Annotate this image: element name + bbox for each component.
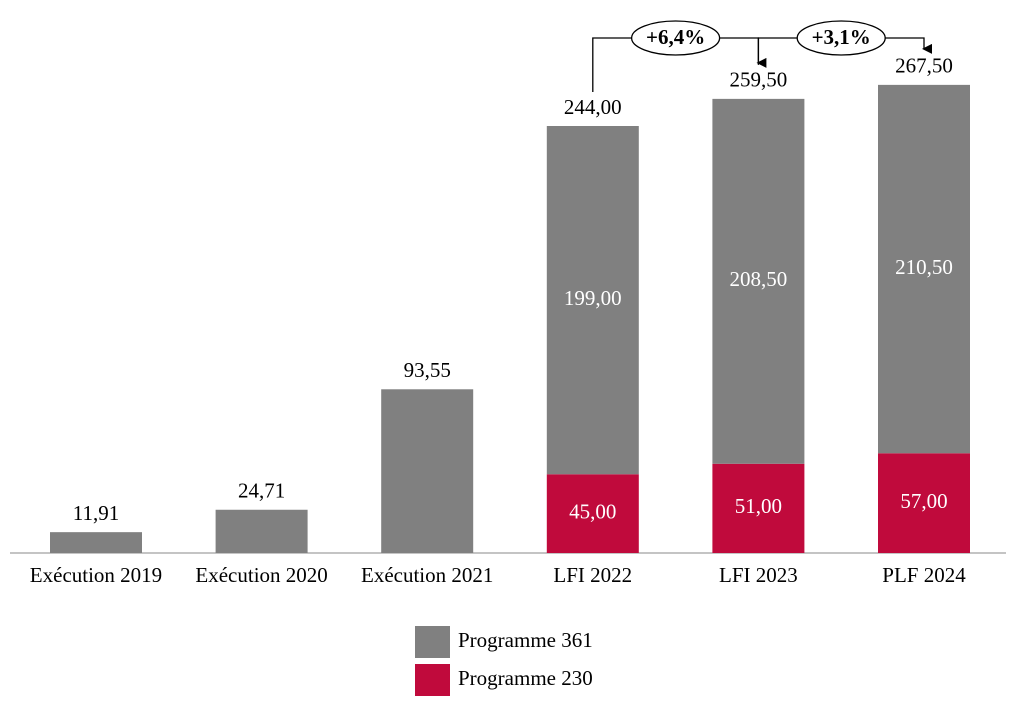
bar-segment	[381, 389, 474, 553]
annotation-bubble	[630, 20, 721, 56]
bar-segment	[712, 98, 805, 464]
x-tick-label: Exécution 2019	[30, 563, 162, 587]
total-label: 244,00	[564, 95, 622, 119]
bar-segment	[546, 474, 639, 553]
value-label: 57,00	[900, 489, 947, 513]
annotation-bubble	[796, 20, 886, 56]
total-label: 11,91	[73, 501, 119, 525]
x-tick-label: Exécution 2021	[361, 563, 493, 587]
bar-segment	[712, 463, 805, 553]
annotation-text: +3,1%	[812, 25, 871, 49]
legend-label: Programme 361	[458, 628, 593, 652]
value-label: 51,00	[735, 494, 782, 518]
total-label: 267,50	[895, 54, 953, 78]
value-label: 45,00	[569, 499, 616, 523]
total-label: 24,71	[238, 479, 285, 503]
annotation-text: +6,4%	[646, 25, 705, 49]
bar-segment	[878, 84, 970, 454]
value-label: 208,50	[730, 267, 788, 291]
value-label: 199,00	[564, 286, 622, 310]
x-tick-label: Exécution 2020	[195, 563, 327, 587]
total-label: 259,50	[730, 68, 788, 92]
bar-segment	[215, 509, 308, 553]
total-label: 93,55	[404, 358, 451, 382]
legend-swatch	[415, 626, 450, 658]
x-tick-label: LFI 2023	[719, 563, 798, 587]
x-tick-label: PLF 2024	[882, 563, 966, 587]
legend-label: Programme 230	[458, 666, 593, 690]
value-label: 210,50	[895, 255, 953, 279]
legend-swatch	[415, 664, 450, 696]
bar-segment	[546, 126, 639, 475]
bar-segment	[50, 532, 142, 553]
x-tick-label: LFI 2022	[553, 563, 632, 587]
bar-segment	[878, 453, 970, 553]
